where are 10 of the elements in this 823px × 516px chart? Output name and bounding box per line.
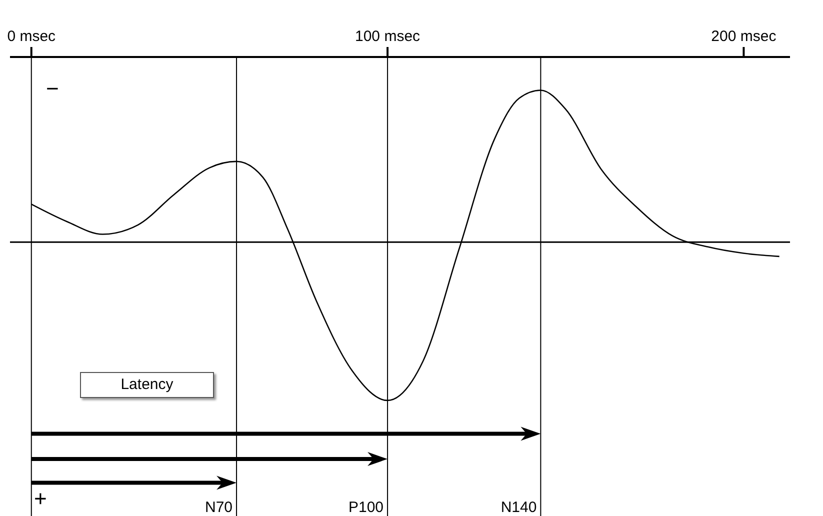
text: + (34, 486, 47, 511)
annotation: Latency (120, 376, 174, 393)
ref-line-label: P100 (348, 499, 384, 516)
label-frame: Latency (80, 372, 214, 398)
annotation: − (46, 76, 59, 101)
ref-line-label: N70 (204, 499, 233, 516)
x-tick-label: 0 msec (7, 28, 56, 45)
ref-line-label: N140 (500, 499, 537, 516)
x-tick-label: 200 msec (711, 28, 777, 45)
x-tick-label: 100 msec (355, 28, 421, 45)
